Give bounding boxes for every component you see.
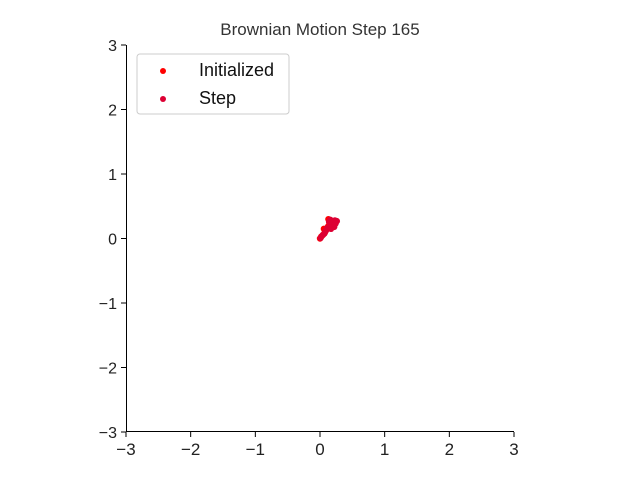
legend-label-1: Step: [199, 88, 236, 108]
y-tick-label: 3: [108, 38, 117, 55]
y-tick-label: 0: [108, 232, 117, 249]
legend-marker-0: [160, 68, 166, 74]
x-tick-label: 3: [509, 440, 518, 459]
y-ticks: −3 −2 −1 0 1 2 3: [99, 38, 126, 442]
x-tick-label: −3: [116, 440, 135, 459]
y-tick-label: −1: [99, 296, 117, 313]
x-tick-label: 0: [315, 440, 324, 459]
x-ticks: −3 −2 −1 0 1 2 3: [116, 432, 519, 459]
y-tick-label: 1: [108, 167, 117, 184]
chart-title: Brownian Motion Step 165: [220, 20, 419, 39]
axes: [126, 45, 514, 432]
legend-marker-1: [160, 96, 166, 102]
legend-label-0: Initialized: [199, 60, 274, 80]
legend: Initialized Step: [136, 53, 290, 115]
y-tick-label: 2: [108, 103, 117, 120]
legend-box: [136, 53, 290, 115]
x-tick-label: 2: [445, 440, 454, 459]
y-tick-label: −2: [99, 361, 117, 378]
x-tick-label: 1: [380, 440, 389, 459]
y-tick-label: −3: [99, 425, 117, 442]
point-step-13: [325, 218, 333, 225]
point-step-14: [332, 220, 339, 227]
x-tick-label: −1: [246, 440, 265, 459]
data-points: [316, 215, 341, 242]
x-tick-label: −2: [181, 440, 200, 459]
